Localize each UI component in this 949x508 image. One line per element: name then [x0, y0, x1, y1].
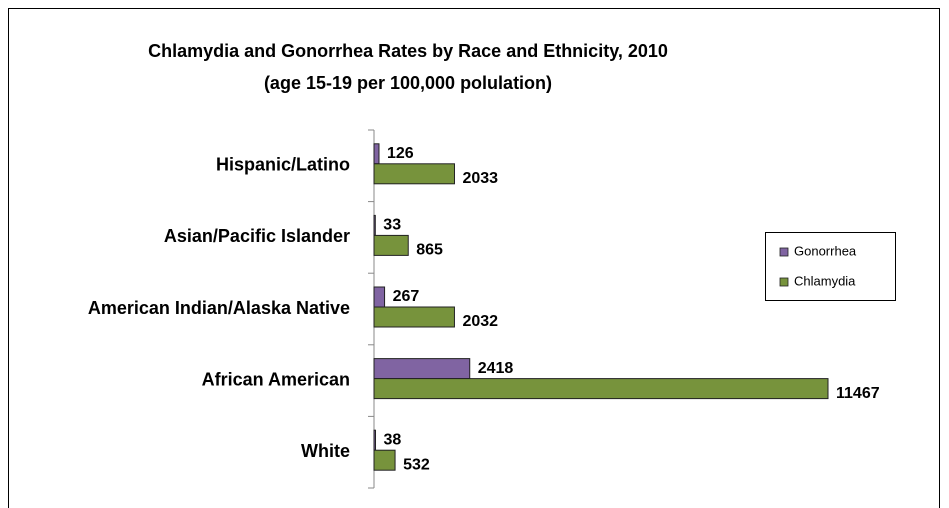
- bar: [373, 429, 377, 451]
- bar: [373, 234, 409, 256]
- bar: [373, 358, 471, 380]
- bar: [373, 163, 455, 185]
- data-label: 2032: [462, 313, 498, 330]
- bar: [373, 286, 386, 308]
- data-label: 2033: [462, 170, 498, 187]
- bar: [373, 306, 455, 328]
- chart-subtitle: (age 15-19 per 100,000 polulation): [264, 73, 552, 93]
- chart-title: Chlamydia and Gonorrhea Rates by Race an…: [148, 41, 668, 61]
- data-label: 2418: [478, 360, 514, 377]
- category-label: Asian/Pacific Islander: [164, 226, 350, 246]
- data-label: 865: [416, 242, 443, 259]
- category-label: White: [301, 441, 350, 461]
- data-label: 532: [403, 456, 430, 473]
- legend: [765, 232, 896, 301]
- legend-swatch: [779, 247, 789, 257]
- bar: [373, 214, 376, 236]
- legend-label: Gonorrhea: [794, 243, 857, 258]
- category-label: African American: [202, 369, 350, 389]
- data-label: 267: [393, 288, 420, 305]
- data-label: 126: [387, 145, 414, 162]
- data-label: 38: [384, 431, 402, 448]
- bar: [373, 378, 829, 400]
- data-label: 33: [383, 217, 401, 234]
- category-label: Hispanic/Latino: [216, 155, 350, 175]
- legend-label: Chlamydia: [794, 273, 856, 288]
- chart-border: [8, 8, 940, 508]
- data-label: 11467: [836, 385, 880, 402]
- category-label: American Indian/Alaska Native: [88, 298, 350, 318]
- bar: [373, 143, 380, 165]
- legend-swatch: [779, 277, 789, 287]
- bar: [373, 449, 396, 471]
